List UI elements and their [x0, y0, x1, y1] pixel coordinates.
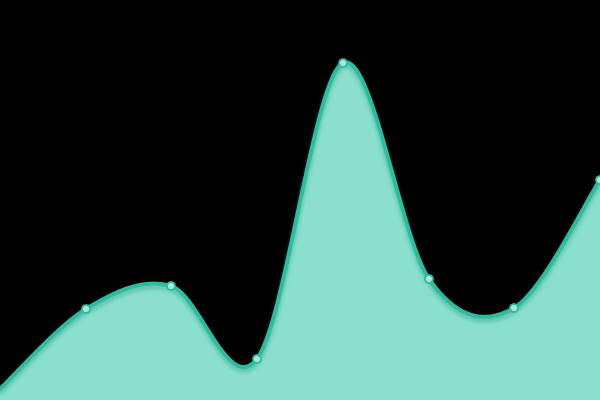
data-point-marker — [338, 58, 348, 68]
data-point-marker — [166, 281, 176, 291]
data-point-marker — [424, 274, 434, 284]
trend-line — [0, 60, 600, 391]
data-point-marker — [509, 303, 519, 313]
data-point-markers — [81, 58, 600, 364]
area-fill — [0, 62, 600, 400]
data-point-marker — [252, 354, 262, 364]
data-point-marker — [595, 175, 600, 185]
data-point-marker — [81, 304, 91, 314]
